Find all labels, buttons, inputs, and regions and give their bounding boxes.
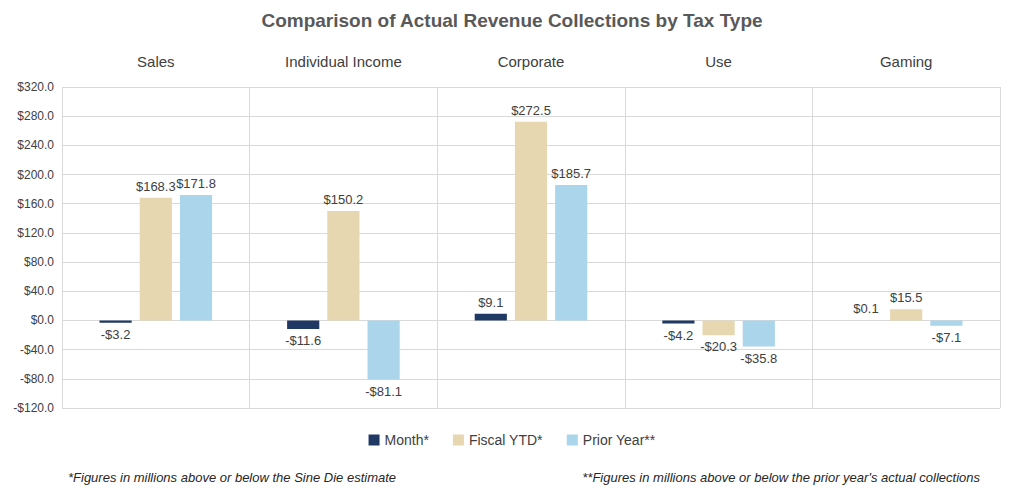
svg-text:$272.5: $272.5 xyxy=(511,103,551,118)
svg-text:Comparison of Actual Revenue C: Comparison of Actual Revenue Collections… xyxy=(261,10,762,31)
svg-text:-$120.0: -$120.0 xyxy=(13,401,54,415)
svg-text:Gaming: Gaming xyxy=(880,53,933,70)
svg-text:-$80.0: -$80.0 xyxy=(20,372,54,386)
svg-text:-$7.1: -$7.1 xyxy=(932,330,962,345)
svg-text:*Figures in millions above or: *Figures in millions above or below the … xyxy=(68,470,396,485)
svg-text:-$81.1: -$81.1 xyxy=(365,384,402,399)
svg-text:$200.0: $200.0 xyxy=(17,168,54,182)
svg-text:$160.0: $160.0 xyxy=(17,197,54,211)
svg-text:**Figures in millions above or: **Figures in millions above or below the… xyxy=(582,470,980,485)
svg-text:-$4.2: -$4.2 xyxy=(664,328,694,343)
svg-text:$0.0: $0.0 xyxy=(31,313,55,327)
svg-text:$185.7: $185.7 xyxy=(551,166,591,181)
svg-text:$80.0: $80.0 xyxy=(24,255,54,269)
svg-text:-$40.0: -$40.0 xyxy=(20,343,54,357)
svg-text:$320.0: $320.0 xyxy=(17,80,54,94)
svg-text:Prior Year**: Prior Year** xyxy=(583,432,656,448)
svg-text:$171.8: $171.8 xyxy=(176,176,216,191)
svg-text:Fiscal YTD*: Fiscal YTD* xyxy=(469,432,543,448)
svg-text:Sales: Sales xyxy=(137,53,175,70)
svg-text:-$20.3: -$20.3 xyxy=(700,339,737,354)
svg-text:Month*: Month* xyxy=(385,432,430,448)
svg-text:$120.0: $120.0 xyxy=(17,226,54,240)
svg-text:Individual Income: Individual Income xyxy=(285,53,402,70)
svg-text:$15.5: $15.5 xyxy=(890,290,923,305)
svg-text:$9.1: $9.1 xyxy=(478,295,503,310)
svg-text:$0.1: $0.1 xyxy=(853,301,878,316)
svg-text:Use: Use xyxy=(705,53,732,70)
svg-text:$280.0: $280.0 xyxy=(17,109,54,123)
svg-text:$168.3: $168.3 xyxy=(136,179,176,194)
svg-text:$150.2: $150.2 xyxy=(324,192,364,207)
svg-text:$40.0: $40.0 xyxy=(24,284,54,298)
svg-text:-$35.8: -$35.8 xyxy=(740,351,777,366)
svg-text:Corporate: Corporate xyxy=(498,53,565,70)
svg-text:$240.0: $240.0 xyxy=(17,138,54,152)
svg-text:-$11.6: -$11.6 xyxy=(285,333,321,348)
svg-text:-$3.2: -$3.2 xyxy=(101,327,131,342)
